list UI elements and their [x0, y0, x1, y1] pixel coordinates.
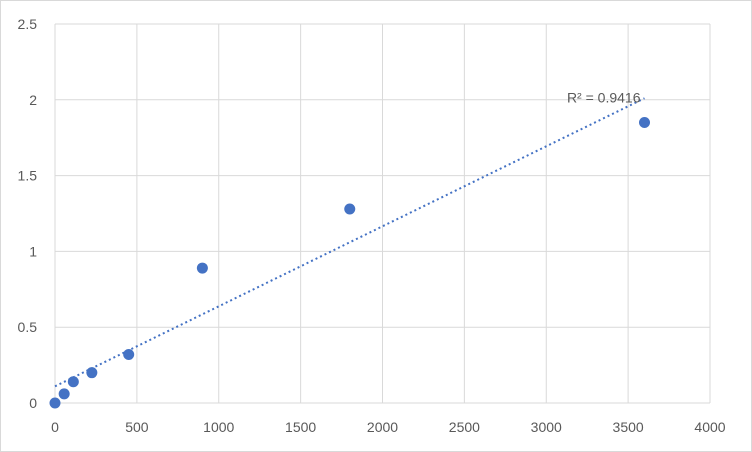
r-squared-label: R² = 0.9416 — [567, 89, 641, 105]
data-point — [67, 376, 79, 388]
x-tick-label: 500 — [125, 419, 149, 435]
data-point — [123, 348, 135, 360]
y-tick-label: 0 — [29, 395, 37, 411]
y-tick-label: 1 — [29, 243, 37, 259]
y-tick-label: 1.5 — [18, 168, 38, 184]
x-tick-label: 1500 — [285, 419, 316, 435]
x-tick-label: 3000 — [531, 419, 562, 435]
x-tick-label: 2000 — [367, 419, 398, 435]
x-tick-label: 3500 — [613, 419, 644, 435]
data-point — [639, 117, 650, 129]
x-axis-ticks: 0 500 1000 1500 2000 2500 3000 3500 4000 — [51, 419, 726, 435]
gridlines — [54, 23, 711, 404]
y-tick-label: 0.5 — [18, 319, 38, 335]
x-tick-label: 1000 — [203, 419, 234, 435]
data-point — [86, 367, 98, 379]
y-tick-label: 2.5 — [18, 16, 38, 32]
x-tick-label: 2500 — [449, 419, 480, 435]
x-tick-label: 0 — [51, 419, 59, 435]
trendline — [54, 97, 645, 388]
y-axis-ticks: 0 0.5 1 1.5 2 2.5 — [18, 16, 38, 411]
data-points — [49, 117, 650, 409]
data-point — [344, 203, 356, 215]
x-tick-label: 4000 — [694, 419, 725, 435]
y-tick-label: 2 — [29, 92, 37, 108]
data-point — [58, 388, 70, 400]
data-point — [196, 262, 208, 274]
data-point — [49, 397, 61, 409]
